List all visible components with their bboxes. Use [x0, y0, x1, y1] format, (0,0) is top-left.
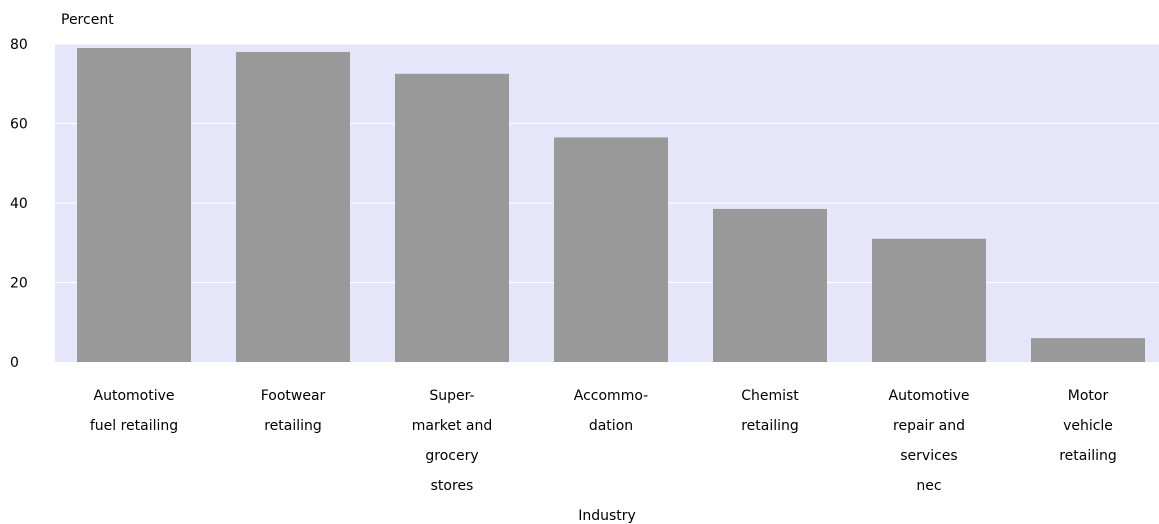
y-axis-title: Percent — [61, 12, 114, 28]
x-axis-title: Industry — [578, 508, 636, 524]
bar — [236, 51, 350, 362]
x-category-label: Automotive fuel retailing — [90, 388, 178, 434]
bars — [77, 47, 1145, 362]
bar — [395, 73, 509, 362]
bar — [554, 137, 668, 362]
y-tick-label: 80 — [10, 37, 28, 53]
x-category-label: Footwear retailing — [261, 388, 326, 434]
bar — [872, 238, 986, 362]
x-category-label: Accommo-dation — [574, 388, 648, 434]
x-axis-category-labels: Automotive fuel retailing Footwear retailin… — [90, 388, 1117, 494]
y-tick-label: 20 — [10, 276, 28, 292]
y-tick-label: 40 — [10, 196, 28, 212]
bar — [713, 208, 827, 362]
y-tick-label: 0 — [10, 355, 19, 371]
x-category-label: Chemist retailing — [741, 388, 799, 434]
bar — [1031, 338, 1145, 362]
x-category-label: Super-market and grocery stores — [412, 388, 492, 494]
y-tick-label: 60 — [10, 117, 28, 133]
x-category-label: Automotive repair and services nec — [889, 388, 970, 494]
bar — [77, 47, 191, 362]
x-category-label: Motor vehicle retailing — [1059, 388, 1117, 464]
y-axis-tick-labels: 0 20 40 60 80 — [10, 37, 28, 371]
